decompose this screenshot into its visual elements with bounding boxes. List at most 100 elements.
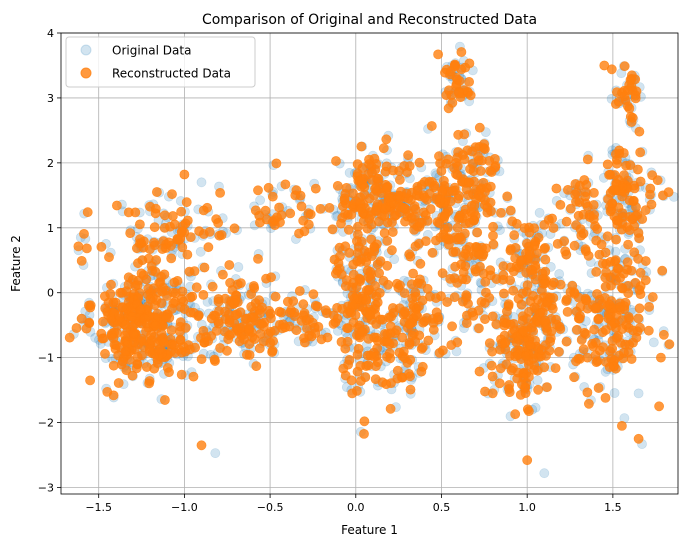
reconstructed-data-point — [342, 336, 353, 347]
reconstructed-data-point — [505, 244, 516, 254]
reconstructed-data-point — [656, 352, 666, 363]
reconstructed-data-point — [542, 382, 552, 392]
reconstructed-data-point — [372, 335, 383, 346]
reconstructed-data-point — [452, 337, 463, 348]
x-tick-label: 0.5 — [433, 501, 451, 514]
reconstructed-data-point — [225, 277, 235, 288]
reconstructed-data-point — [474, 261, 485, 272]
reconstructed-data-point — [365, 350, 376, 361]
reconstructed-data-point — [439, 224, 450, 235]
reconstructed-data-point — [149, 222, 160, 233]
reconstructed-data-point — [312, 301, 323, 312]
reconstructed-data-point — [159, 210, 170, 221]
reconstructed-data-point — [551, 183, 562, 194]
reconstructed-data-point — [589, 209, 599, 220]
reconstructed-data-point — [485, 181, 496, 192]
reconstructed-data-point — [176, 369, 187, 380]
reconstructed-data-point — [593, 313, 604, 324]
reconstructed-data-point — [569, 372, 579, 383]
reconstructed-data-point — [117, 356, 128, 367]
reconstructed-data-point — [392, 365, 403, 376]
reconstructed-data-point — [520, 388, 531, 398]
reconstructed-data-point — [345, 307, 356, 318]
reconstructed-data-point — [482, 207, 493, 218]
reconstructed-data-point — [664, 339, 675, 350]
reconstructed-data-point — [517, 379, 527, 390]
reconstructed-data-point — [600, 247, 611, 258]
chart-title: Comparison of Original and Reconstructed… — [202, 12, 537, 28]
reconstructed-data-point — [555, 199, 566, 210]
reconstructed-data-point — [411, 310, 422, 320]
reconstructed-data-point — [320, 305, 331, 316]
reconstructed-data-point — [614, 302, 625, 312]
reconstructed-data-point — [132, 359, 143, 370]
x-tick-label: 1.0 — [518, 501, 536, 514]
reconstructed-data-point — [253, 253, 263, 264]
reconstructed-data-point — [537, 307, 548, 318]
reconstructed-data-point — [561, 216, 572, 227]
reconstructed-data-point — [260, 205, 271, 216]
reconstructed-data-point — [654, 401, 664, 412]
reconstructed-data-point — [250, 298, 261, 308]
reconstructed-data-point — [602, 231, 613, 242]
reconstructed-data-point — [626, 354, 637, 364]
reconstructed-data-point — [485, 270, 496, 281]
reconstructed-data-point — [176, 347, 187, 358]
reconstructed-data-point — [166, 253, 177, 264]
reconstructed-data-point — [366, 234, 377, 245]
reconstructed-data-point — [614, 145, 625, 156]
reconstructed-data-point — [189, 266, 200, 276]
reconstructed-data-point — [337, 303, 348, 314]
reconstructed-data-point — [527, 269, 538, 280]
reconstructed-data-point — [443, 234, 454, 245]
reconstructed-data-point — [310, 183, 321, 194]
reconstructed-data-point — [485, 197, 496, 208]
reconstructed-data-point — [582, 387, 593, 398]
reconstructed-data-point — [420, 236, 431, 246]
reconstructed-data-point — [447, 186, 458, 197]
reconstructed-data-point — [569, 288, 580, 299]
reconstructed-data-point — [579, 175, 590, 185]
reconstructed-data-point — [518, 325, 529, 336]
reconstructed-data-point — [150, 320, 161, 331]
reconstructed-data-point — [141, 362, 152, 372]
reconstructed-data-point — [151, 255, 162, 265]
reconstructed-data-point — [453, 129, 464, 140]
reconstructed-data-point — [454, 76, 465, 86]
reconstructed-data-point — [224, 260, 235, 270]
reconstructed-data-point — [301, 315, 312, 325]
reconstructed-data-point — [194, 226, 204, 236]
reconstructed-data-point — [190, 342, 200, 353]
reconstructed-data-point — [217, 269, 228, 280]
y-tick-label: 0 — [47, 287, 54, 300]
reconstructed-data-point — [144, 378, 154, 389]
reconstructed-data-point — [627, 112, 638, 123]
reconstructed-data-point — [96, 328, 107, 339]
reconstructed-data-point — [561, 336, 572, 347]
reconstructed-data-point — [438, 175, 449, 186]
reconstructed-data-point — [505, 205, 516, 216]
reconstructed-data-point — [343, 359, 353, 370]
reconstructed-data-point — [522, 280, 533, 290]
y-axis-label: Feature 2 — [9, 235, 23, 292]
reconstructed-data-point — [487, 388, 498, 399]
reconstructed-data-point — [485, 165, 496, 176]
reconstructed-data-point — [437, 268, 448, 279]
reconstructed-data-point — [185, 232, 196, 242]
reconstructed-data-point — [170, 296, 180, 307]
legend-label-reconstructed: Reconstructed Data — [112, 67, 231, 81]
reconstructed-data-point — [246, 289, 256, 299]
reconstructed-data-point — [633, 433, 644, 444]
reconstructed-data-point — [624, 103, 635, 114]
reconstructed-data-point — [517, 311, 528, 322]
reconstructed-data-point — [150, 203, 161, 214]
reconstructed-data-point — [291, 185, 302, 196]
reconstructed-data-point — [624, 339, 635, 350]
reconstructed-data-point — [408, 268, 418, 279]
reconstructed-data-point — [464, 217, 475, 228]
reconstructed-data-point — [529, 364, 540, 375]
reconstructed-data-point — [582, 303, 593, 314]
reconstructed-data-point — [637, 214, 648, 224]
reconstructed-data-point — [355, 376, 366, 386]
reconstructed-data-point — [387, 217, 397, 228]
